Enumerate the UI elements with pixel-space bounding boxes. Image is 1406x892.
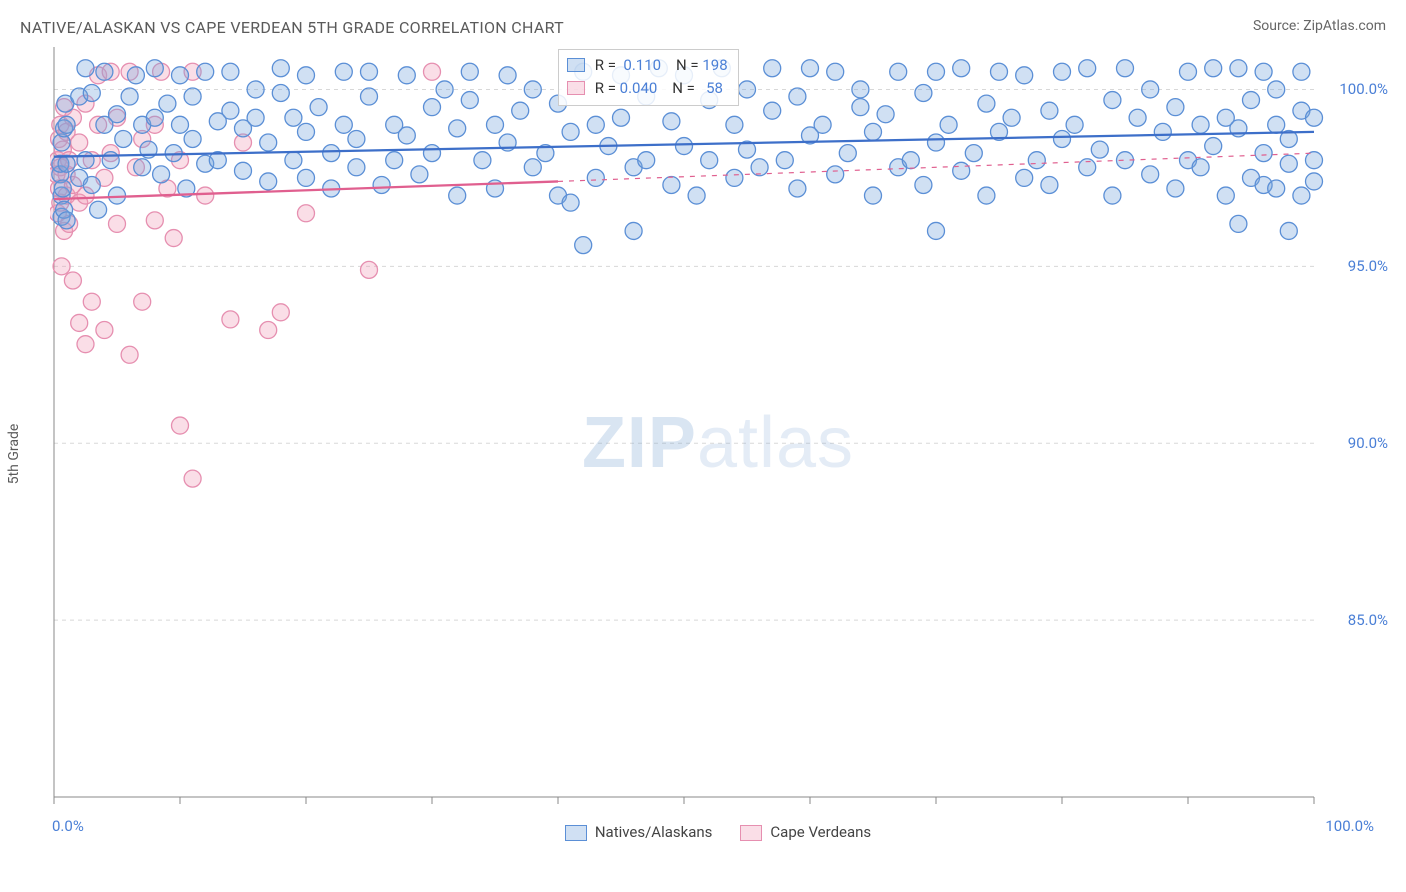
legend-item-2: Cape Verdeans (740, 823, 871, 841)
legend: Natives/Alaskans Cape Verdeans (50, 823, 1386, 841)
y-tick-label: 90.0% (1348, 434, 1388, 452)
series2-swatch-icon (740, 825, 762, 841)
source-label: Source: ZipAtlas.com (1253, 18, 1386, 34)
scatter-plot (50, 43, 1386, 843)
series1-swatch-icon (567, 58, 585, 72)
chart-area: ZIPatlas R = 0.110 N = 198 R = 0.040 N =… (50, 43, 1386, 843)
y-tick-label: 85.0% (1348, 611, 1388, 629)
chart-title: NATIVE/ALASKAN VS CAPE VERDEAN 5TH GRADE… (20, 18, 564, 37)
y-tick-label: 95.0% (1348, 257, 1388, 275)
series1-swatch-icon (565, 825, 587, 841)
series2-swatch-icon (567, 81, 585, 95)
correlation-stats-box: R = 0.110 N = 198 R = 0.040 N = 58 (558, 49, 739, 106)
stats-row-2: R = 0.040 N = 58 (567, 77, 728, 100)
legend-item-1: Natives/Alaskans (565, 823, 713, 841)
y-tick-label: 100.0% (1339, 80, 1388, 98)
stats-row-1: R = 0.110 N = 198 (567, 54, 728, 77)
y-axis-label: 5th Grade (6, 424, 22, 485)
